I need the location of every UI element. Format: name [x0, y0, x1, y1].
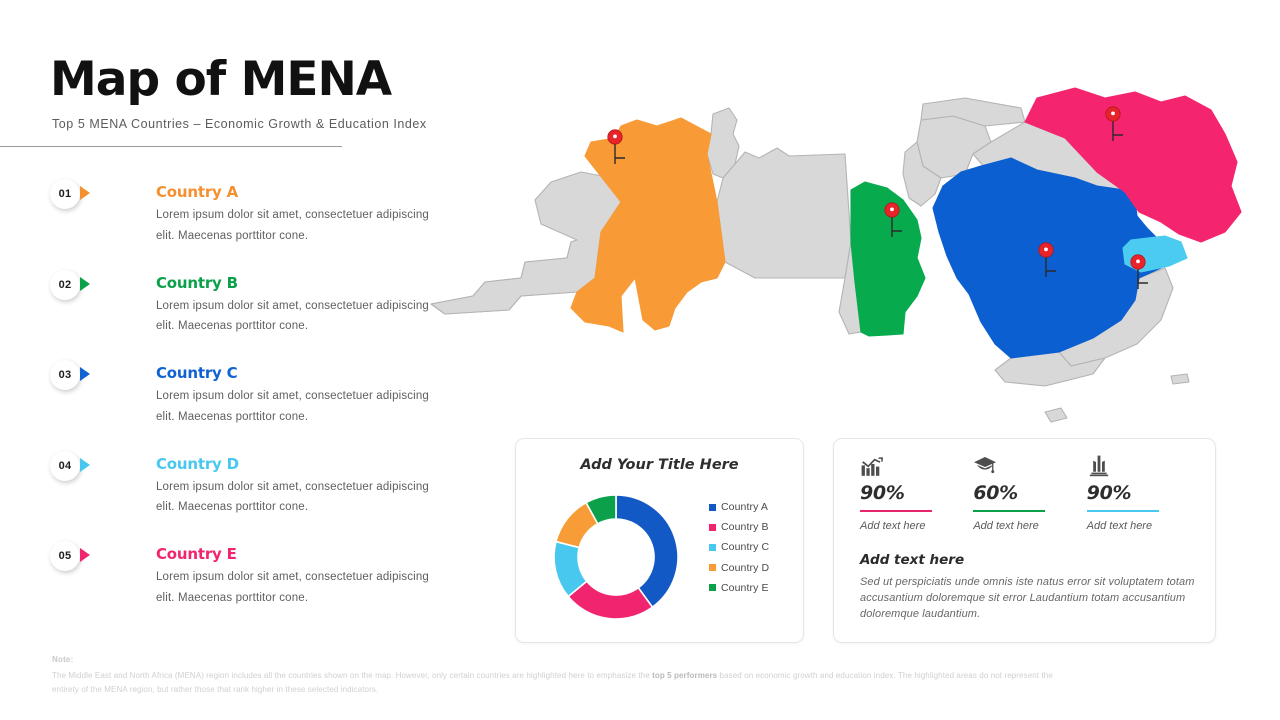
- stat-value: 60%: [973, 482, 1018, 504]
- donut-chart[interactable]: [551, 487, 681, 627]
- pin-iran[interactable]: [1105, 106, 1123, 141]
- stat-value: 90%: [1086, 482, 1132, 504]
- stat-caption: Add text here: [1086, 520, 1153, 532]
- bar-chart-trend-icon: [860, 453, 973, 479]
- country-name: Country A: [156, 183, 239, 201]
- mena-map[interactable]: [425, 82, 1255, 432]
- header-divider: [0, 146, 342, 147]
- footer-note-body: The Middle East and North Africa (MENA) …: [52, 671, 1053, 694]
- map-highlight-countries: [570, 87, 1242, 359]
- legend-swatch: [709, 503, 716, 511]
- list-item[interactable]: 03 Country C Lorem ipsum dolor sit amet,…: [50, 357, 450, 448]
- stat-item: 90% Add text here: [860, 453, 973, 532]
- stats-note-title: Add text here: [860, 552, 965, 568]
- country-shape-morocco: [430, 171, 622, 315]
- list-item[interactable]: 01 Country A Lorem ipsum dolor sit amet,…: [50, 176, 450, 267]
- donut-slice-country-a[interactable]: [615, 494, 679, 609]
- play-arrow-icon: [80, 457, 90, 472]
- country-shape-turkey: [920, 97, 1026, 127]
- stats-row: 90% Add text here 60% Add text here: [860, 453, 1200, 532]
- stat-underline: [1086, 510, 1159, 512]
- stat-item: 60% Add text here: [973, 453, 1086, 532]
- country-number-badge: 05: [50, 541, 80, 571]
- stats-note-body: Sed ut perspiciatis unde omnis iste natu…: [860, 576, 1195, 620]
- page-subtitle: Top 5 MENA Countries – Economic Growth &…: [52, 117, 427, 131]
- legend-swatch: [709, 564, 716, 572]
- country-number-badge: 02: [50, 269, 80, 300]
- list-item[interactable]: 05 Country E Lorem ipsum dolor sit amet,…: [50, 538, 450, 629]
- country-shape-saudi-arabia: [932, 157, 1170, 359]
- donut-slice-country-e[interactable]: [585, 494, 617, 525]
- donut-chart-title: Add Your Title Here: [580, 457, 739, 473]
- donut-chart-legend: Country A Country B Country C Country D Coun…: [709, 501, 769, 594]
- legend-label: Country A: [721, 501, 769, 513]
- legend-label: Country E: [721, 581, 769, 594]
- country-name: Country B: [156, 273, 238, 292]
- pin-saudi-arabia[interactable]: [1038, 242, 1056, 277]
- country-shape-algeria: [570, 117, 726, 333]
- legend-item[interactable]: Country C: [709, 541, 769, 553]
- country-description: Lorem ipsum dolor sit amet, consectetuer…: [156, 299, 429, 333]
- pin-egypt[interactable]: [884, 202, 902, 237]
- legend-item[interactable]: Country E: [709, 582, 769, 594]
- country-shape-island: [1170, 373, 1190, 385]
- country-name: Country C: [156, 364, 238, 382]
- country-description: Lorem ipsum dolor sit amet, consectetuer…: [156, 209, 429, 242]
- footer-note-emphasis: top 5 performers: [652, 671, 718, 680]
- stat-item: 90% Add text here: [1086, 453, 1200, 532]
- country-number-badge: 03: [50, 360, 80, 390]
- country-list: 01 Country A Lorem ipsum dolor sit amet,…: [50, 176, 450, 629]
- pin-uae[interactable]: [1130, 254, 1148, 289]
- list-item[interactable]: 02 Country B Lorem ipsum dolor sit amet,…: [50, 267, 450, 358]
- country-name: Country E: [156, 545, 237, 563]
- footer-note-label: Note:: [52, 655, 74, 664]
- legend-item[interactable]: Country A: [709, 501, 769, 513]
- legend-label: Country D: [721, 561, 770, 574]
- play-arrow-icon: [80, 186, 90, 200]
- donut-slices: [553, 494, 679, 620]
- country-name: Country D: [156, 454, 239, 473]
- map-pin-group: [607, 106, 1148, 289]
- donut-chart-card: Add Your Title Here Country A Country B Co…: [515, 438, 804, 643]
- footer-note: Note: The Middle East and North Africa (…: [52, 655, 1062, 696]
- play-arrow-icon: [80, 548, 90, 562]
- country-description: Lorem ipsum dolor sit amet, consectetuer…: [156, 390, 429, 423]
- country-description: Lorem ipsum dolor sit amet, consectetuer…: [156, 571, 429, 604]
- country-description: Lorem ipsum dolor sit amet, consectetuer…: [156, 480, 429, 514]
- stat-underline: [973, 510, 1046, 512]
- legend-item[interactable]: Country D: [709, 562, 769, 574]
- legend-item[interactable]: Country B: [709, 521, 769, 533]
- stat-caption: Add text here: [973, 520, 1039, 532]
- page-title: Map of MENA: [50, 52, 392, 107]
- bar-chart-monument-icon: [1087, 453, 1200, 479]
- country-number-badge: 04: [50, 450, 80, 481]
- country-shape-iran: [1024, 87, 1242, 243]
- country-shape-egypt: [850, 181, 926, 337]
- pin-algeria[interactable]: [607, 129, 625, 164]
- list-item[interactable]: 04 Country D Lorem ipsum dolor sit amet,…: [50, 448, 450, 539]
- stat-underline: [860, 510, 932, 512]
- legend-swatch: [709, 543, 716, 551]
- play-arrow-icon: [80, 367, 90, 381]
- stat-caption: Add text here: [860, 520, 926, 532]
- country-shape-jordan: [902, 141, 942, 207]
- graduation-cap-icon: [973, 453, 1086, 479]
- stats-card: 90% Add text here 60% Add text here: [833, 438, 1216, 643]
- legend-label: Country C: [721, 541, 770, 554]
- legend-label: Country B: [721, 521, 769, 534]
- country-shape-island: [1044, 407, 1068, 423]
- legend-swatch: [709, 523, 716, 531]
- country-number-badge: 01: [50, 179, 80, 209]
- play-arrow-icon: [80, 276, 90, 291]
- country-shape-yemen: [994, 351, 1106, 387]
- legend-swatch: [709, 584, 716, 592]
- country-shape-libya: [716, 147, 852, 279]
- stats-note: Add text here Sed ut perspiciatis unde o…: [860, 552, 1195, 622]
- stat-value: 90%: [860, 482, 905, 504]
